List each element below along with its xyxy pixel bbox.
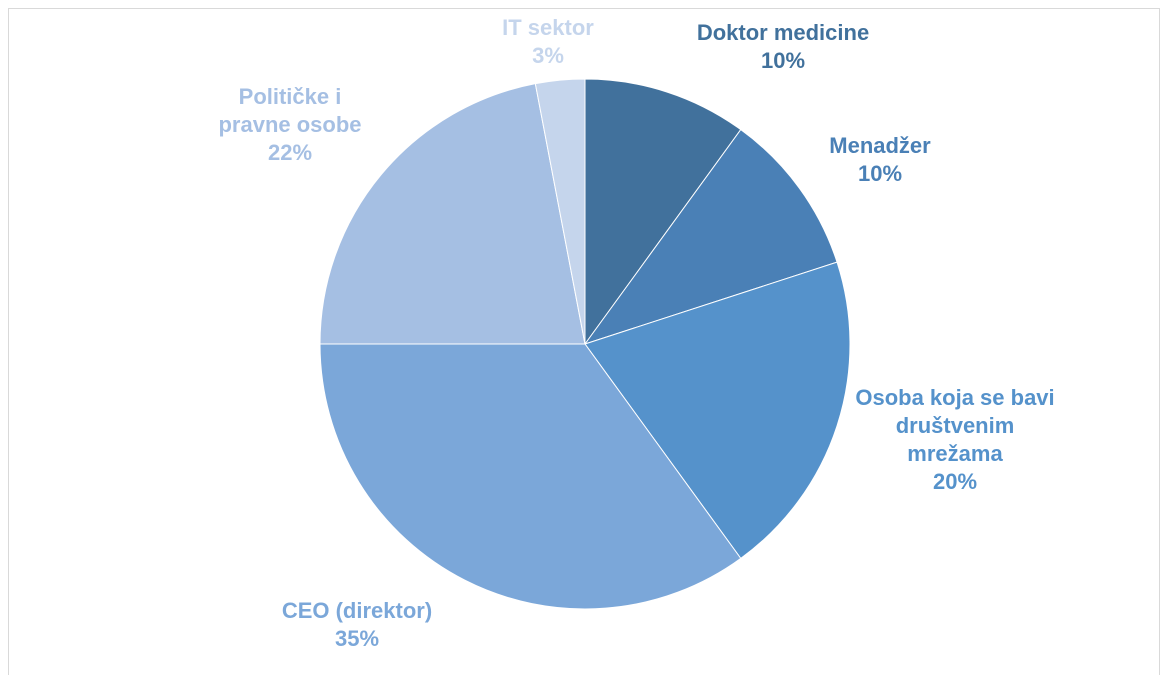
data-label: Osoba koja se bavi društvenim mrežama 20% bbox=[850, 384, 1060, 496]
value-label: 20% bbox=[932, 469, 978, 494]
value-label: 35% bbox=[334, 626, 380, 651]
pie-slice bbox=[584, 261, 851, 560]
value-label: 10% bbox=[857, 161, 903, 186]
value-label: 10% bbox=[760, 48, 806, 73]
chart-border bbox=[8, 8, 1160, 675]
category-label: Političke i pravne osobe bbox=[218, 84, 362, 137]
data-label: IT sektor 3% bbox=[502, 14, 594, 70]
data-label: CEO (direktor) 35% bbox=[282, 597, 432, 653]
value-label: 22% bbox=[267, 140, 313, 165]
data-label: Političke i pravne osobe 22% bbox=[200, 83, 380, 167]
pie-slice bbox=[583, 128, 838, 345]
category-label: Menadžer bbox=[829, 133, 931, 158]
pie-slice bbox=[584, 78, 742, 346]
data-label: Doktor medicine 10% bbox=[697, 19, 869, 75]
category-label: IT sektor bbox=[502, 15, 594, 40]
category-label: Doktor medicine bbox=[696, 20, 870, 45]
pie-slice bbox=[534, 78, 586, 345]
category-label: Osoba koja se bavi društvenim mrežama bbox=[855, 385, 1055, 466]
pie-slice bbox=[319, 83, 586, 345]
category-label: CEO (direktor) bbox=[281, 598, 433, 623]
data-label: Menadžer 10% bbox=[829, 132, 930, 188]
pie-slice bbox=[319, 343, 742, 610]
value-label: 3% bbox=[532, 43, 564, 68]
